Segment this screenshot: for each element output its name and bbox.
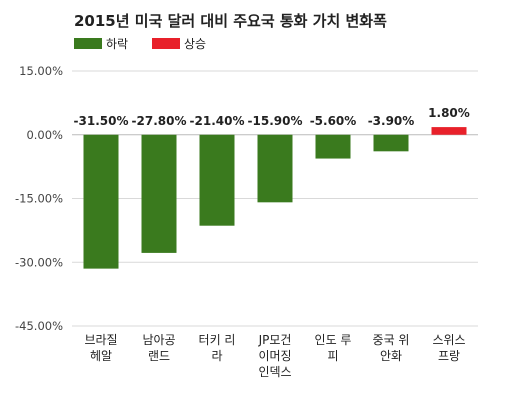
y-tick-label: -45.00% — [15, 319, 63, 333]
category-label-line: 남아공 — [142, 333, 175, 347]
legend-label-decrease: 하락 — [106, 37, 128, 51]
category-label-line: 인도 루 — [315, 333, 352, 347]
category-label-line: 안화 — [380, 349, 402, 363]
category-label-line: 프랑 — [438, 349, 460, 363]
bar — [373, 134, 409, 152]
data-label: -31.50% — [74, 114, 129, 128]
category-label-line: 피 — [327, 349, 338, 363]
data-labels: -31.50% -27.80% -21.40% -15.90% -5.60% -3.90%… — [74, 106, 470, 128]
category-label-line: 브라질 — [84, 333, 117, 347]
bar — [141, 134, 177, 253]
bar — [83, 134, 119, 269]
data-label: -3.90% — [368, 114, 415, 128]
data-label: -21.40% — [190, 114, 245, 128]
bar — [257, 134, 293, 203]
category-label-line: 헤알 — [90, 349, 112, 363]
category-label-line: 중국 위 — [373, 333, 410, 347]
chart-title: 2015년 미국 달러 대비 주요국 통화 가치 변화폭 — [74, 12, 387, 30]
category-label-line: 인덱스 — [258, 365, 291, 379]
data-label: -27.80% — [132, 114, 187, 128]
category-label-line: 터키 리 — [199, 333, 236, 347]
data-label: -5.60% — [310, 114, 357, 128]
category-label-line: 라 — [211, 349, 222, 363]
bars — [83, 127, 467, 269]
bar — [431, 127, 467, 135]
data-label: 1.80% — [428, 106, 470, 120]
category-label-line: 이머징 — [258, 349, 291, 363]
bar — [199, 134, 235, 226]
legend-swatch-increase — [152, 38, 180, 49]
y-axis-tick-labels: 15.00% 0.00% -15.00% -30.00% -45.00% — [15, 64, 63, 333]
category-label-line: JP모건 — [258, 333, 292, 347]
y-tick-label: 15.00% — [19, 64, 63, 78]
category-label-line: 랜드 — [148, 349, 170, 363]
y-tick-label: -30.00% — [15, 255, 63, 269]
y-tick-label: -15.00% — [15, 192, 63, 206]
bar — [315, 134, 351, 159]
legend-label-increase: 상승 — [184, 37, 206, 51]
category-label-line: 스위스 — [432, 333, 465, 347]
legend-swatch-decrease — [74, 38, 102, 49]
legend: 하락 상승 — [74, 37, 206, 51]
data-label: -15.90% — [248, 114, 303, 128]
y-tick-label: 0.00% — [26, 128, 63, 142]
